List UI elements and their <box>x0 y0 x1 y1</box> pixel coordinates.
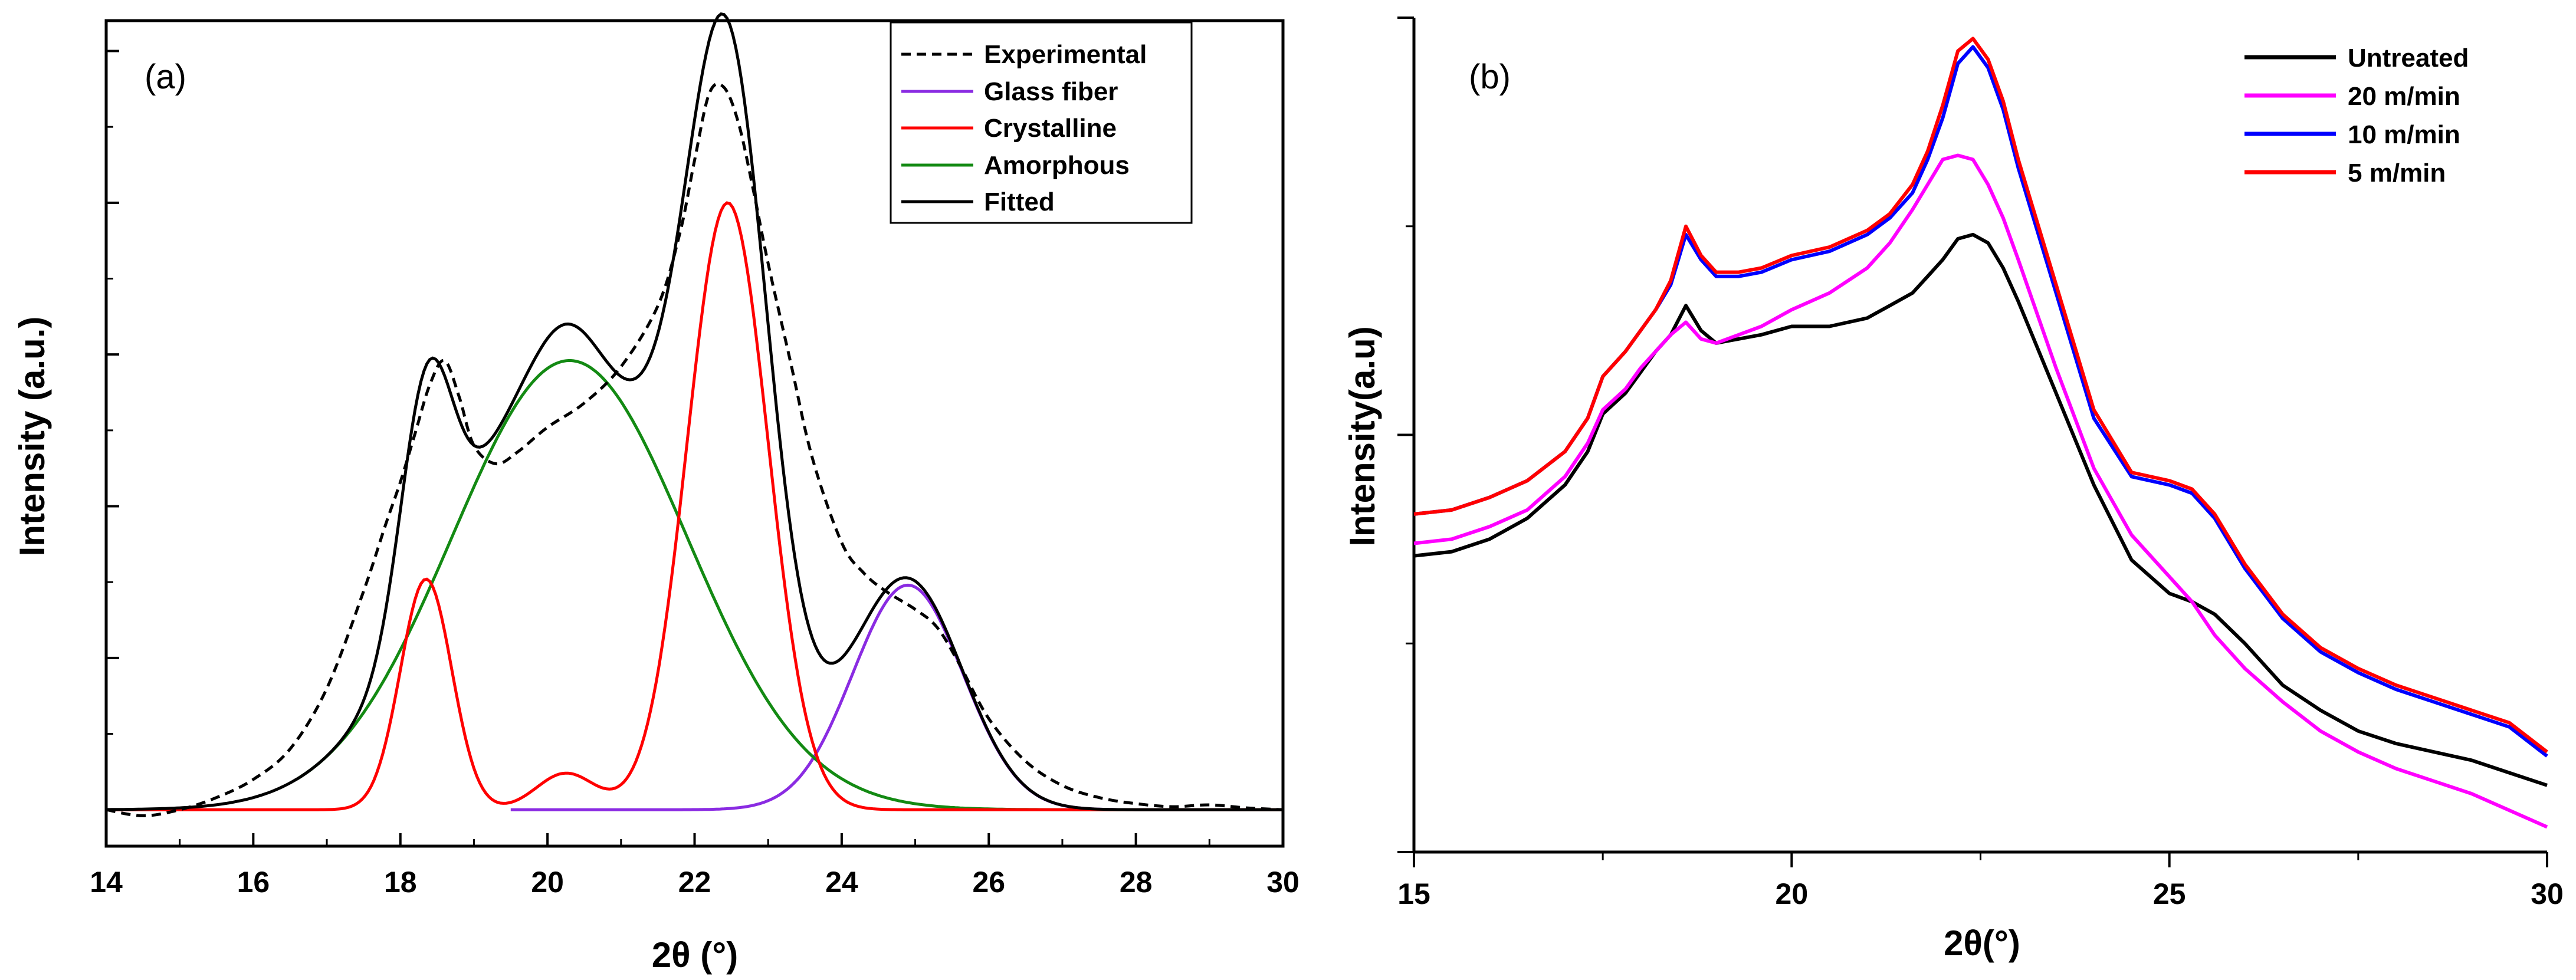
panel-b-series <box>1413 37 2548 829</box>
legend-label-amorphous: Amorphous <box>984 151 1130 180</box>
panel-a-x-tick-label: 16 <box>237 866 270 899</box>
legend-label-crystalline: Crystalline <box>984 114 1117 143</box>
series-amorphous <box>296 359 1283 811</box>
legend-label-20-m-min: 20 m/min <box>2348 82 2460 111</box>
panel-a-x-axis-title: 2θ (°) <box>652 935 738 975</box>
panel-a-x-tick-label: 20 <box>531 866 564 899</box>
panel-b: (b) 15 20 25 30 2θ(°) Intensity(a.u) Untrea… <box>1343 17 2564 963</box>
series-fitted <box>106 12 1283 811</box>
panel-a-x-tick-label: 18 <box>384 866 417 899</box>
panel-a-x-tick-label: 30 <box>1266 866 1300 899</box>
panel-b-label: (b) <box>1469 58 1511 96</box>
panel-a: (a) 14 16 18 20 22 24 26 28 30 2θ (°) Intensity … <box>12 12 1300 975</box>
panel-a-label: (a) <box>145 58 186 96</box>
panel-b-x-tick-label: 25 <box>2153 877 2186 910</box>
panel-b-y-ticks <box>1397 17 1414 853</box>
legend-label-10-m-min: 10 m/min <box>2348 120 2460 149</box>
series-5-m-min <box>1413 37 2548 754</box>
panel-a-y-axis-title: Intensity (a.u.) <box>12 317 52 557</box>
panel-b-x-tick-label: 20 <box>1776 877 1809 910</box>
panel-b-x-tick-label: 15 <box>1397 877 1430 910</box>
series-crystalline <box>106 201 1283 811</box>
series-20-m-min <box>1413 153 2548 829</box>
panel-a-y-ticks <box>106 50 119 811</box>
series-10-m-min <box>1413 45 2548 758</box>
panel-b-y-axis-title: Intensity(a.u) <box>1343 326 1382 546</box>
legend-label-untreated: Untreated <box>2348 44 2469 73</box>
panel-a-series <box>106 12 1284 818</box>
legend-label-glass-fiber: Glass fiber <box>984 77 1118 106</box>
legend-label-5-m-min: 5 m/min <box>2348 159 2446 188</box>
series-untreated <box>1413 232 2548 787</box>
panel-a-x-ticks: 14 16 18 20 22 24 26 28 30 <box>90 833 1300 899</box>
legend-label-fitted: Fitted <box>984 188 1055 216</box>
panel-a-x-tick-label: 24 <box>825 866 858 899</box>
series-glass-fiber <box>510 583 1246 811</box>
panel-a-x-tick-label: 22 <box>678 866 711 899</box>
legend-label-experimental: Experimental <box>984 40 1147 69</box>
panel-a-x-tick-label: 26 <box>972 866 1005 899</box>
panel-b-x-axis-title: 2θ(°) <box>1944 923 2020 963</box>
panel-b-x-ticks: 15 20 25 30 <box>1397 852 2564 910</box>
panel-a-legend-box <box>890 21 1193 224</box>
panel-a-x-tick-label: 14 <box>90 866 123 899</box>
panel-b-legend: Untreated 20 m/min 10 m/min 5 m/min <box>2244 44 2469 188</box>
panel-a-x-tick-label: 28 <box>1120 866 1153 899</box>
series-experimental <box>106 82 1284 818</box>
panel-a-legend: Experimental Glass fiber Crystalline Amo… <box>890 21 1193 224</box>
panel-b-x-tick-label: 30 <box>2531 877 2564 910</box>
